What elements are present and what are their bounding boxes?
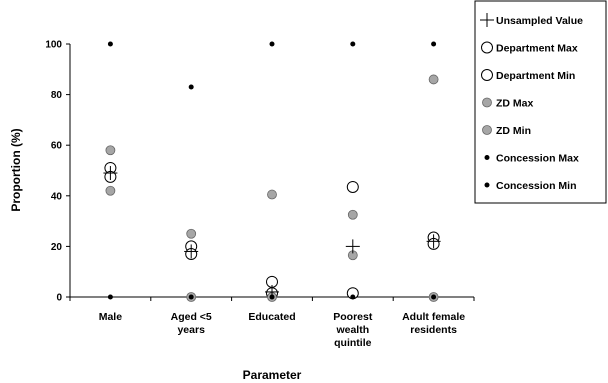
y-tick-label: 60	[51, 141, 63, 152]
y-tick-label: 20	[51, 242, 63, 253]
y-tick-label: 40	[51, 191, 63, 202]
legend-marker-concession-min	[484, 182, 490, 188]
x-axis-title: Parameter	[243, 368, 302, 382]
chart-axes: 0 20 40 60 80 100	[45, 40, 475, 304]
point-concession-min	[431, 294, 437, 300]
legend-marker-zd-min	[482, 125, 492, 135]
point-concession-max	[107, 41, 113, 47]
legend-box	[474, 0, 607, 204]
category-labels: Male Aged <5 years Educated Poorest wealth qui…	[99, 311, 466, 349]
point-concession-max	[269, 41, 275, 47]
y-tick-label: 100	[45, 40, 62, 51]
category-label: Aged <5 years	[171, 311, 212, 336]
category-label: Poorest wealth quintile	[333, 311, 373, 349]
legend-label-department-min: Department Min	[496, 70, 575, 82]
legend-marker-department-max	[481, 41, 493, 54]
category-label: Male	[99, 311, 123, 323]
y-tick-label: 0	[56, 293, 62, 304]
point-zd-max	[347, 209, 358, 220]
y-ticks: 0 20 40 60 80 100	[45, 40, 70, 304]
legend-marker-unsampled-value	[480, 13, 494, 27]
legend-marker-department-min	[481, 69, 493, 81]
y-tick-label: 80	[51, 90, 63, 101]
legend-marker-zd-max	[482, 97, 492, 108]
point-concession-max	[350, 41, 356, 47]
point-unsampled-value	[426, 234, 441, 249]
legend-label-concession-min: Concession Min	[496, 180, 577, 192]
legend-label-unsampled-value: Unsampled Value	[496, 15, 583, 27]
legend-marker-concession-max	[484, 155, 490, 160]
point-concession-min	[350, 294, 356, 300]
y-axis-title: Proportion (%)	[9, 128, 23, 211]
point-unsampled-value	[345, 239, 360, 254]
category-label: Educated	[248, 311, 295, 323]
legend-label-department-max: Department Max	[496, 43, 578, 55]
legend: Unsampled Value Department Max Department …	[474, 0, 607, 204]
point-unsampled-value	[265, 284, 279, 299]
data-points	[103, 41, 441, 302]
point-zd-max	[186, 228, 197, 239]
point-unsampled-value	[184, 244, 199, 259]
point-zd-max	[105, 145, 116, 156]
point-concession-min	[107, 294, 113, 300]
point-department-max	[346, 180, 359, 193]
point-zd-max	[428, 74, 439, 85]
legend-label-zd-max: ZD Max	[496, 98, 534, 110]
point-zd-min	[105, 185, 116, 196]
point-concession-max	[188, 84, 194, 90]
point-concession-max	[431, 41, 437, 47]
legend-label-zd-min: ZD Min	[496, 125, 531, 137]
point-concession-min	[188, 294, 194, 300]
category-label: Adult female residents	[402, 311, 465, 336]
point-zd-max	[267, 189, 277, 200]
point-unsampled-value	[103, 166, 118, 181]
legend-label-concession-max: Concession Max	[496, 153, 579, 165]
x-ticks	[69, 297, 475, 301]
